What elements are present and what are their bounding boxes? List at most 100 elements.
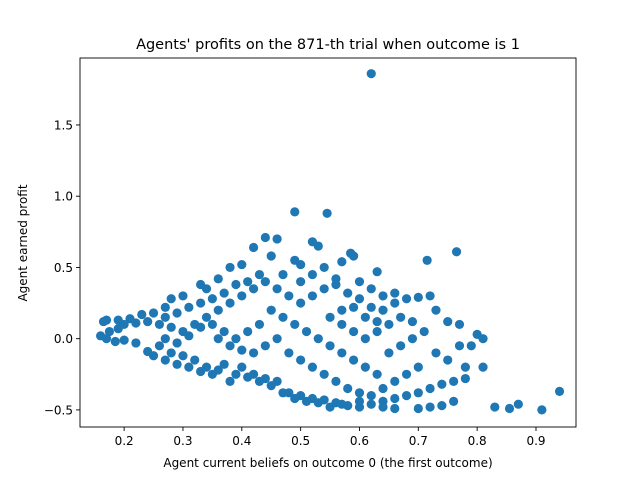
data-point — [166, 294, 176, 304]
data-point — [360, 362, 370, 372]
data-point — [296, 259, 306, 270]
data-point — [337, 319, 347, 330]
data-point — [248, 242, 259, 253]
y-axis-label: Agent earned profit — [16, 184, 30, 301]
data-point — [278, 312, 288, 322]
data-point — [366, 284, 376, 294]
data-point — [443, 355, 453, 365]
data-point — [272, 334, 282, 344]
data-point — [313, 334, 323, 344]
data-point — [201, 312, 212, 322]
points-layer — [95, 69, 565, 415]
data-point — [178, 351, 188, 361]
data-point — [254, 319, 265, 330]
data-point — [466, 341, 476, 351]
data-point — [319, 262, 329, 273]
data-point — [172, 359, 182, 369]
y-tick-label: 1.0 — [54, 190, 73, 204]
x-tick-label: 0.8 — [468, 434, 487, 448]
data-point — [348, 251, 359, 261]
data-point — [331, 376, 341, 387]
data-point — [231, 279, 241, 290]
data-point — [254, 269, 265, 280]
data-point — [319, 369, 329, 379]
data-point — [366, 391, 376, 401]
y-tick-label: 0.0 — [54, 332, 73, 346]
data-point — [419, 326, 429, 337]
data-point — [154, 341, 165, 351]
data-point — [378, 305, 388, 315]
data-point — [225, 376, 235, 387]
data-point — [478, 362, 488, 372]
data-point — [407, 316, 418, 327]
data-point — [196, 366, 206, 377]
data-point — [313, 398, 323, 408]
data-point — [119, 319, 129, 330]
chart-title: Agents' profits on the 871-th trial when… — [136, 37, 520, 53]
data-point — [401, 294, 412, 304]
data-point — [296, 277, 306, 287]
data-point — [372, 326, 382, 337]
data-point — [213, 305, 223, 315]
data-point — [401, 369, 412, 379]
data-point — [172, 338, 182, 348]
data-point — [219, 359, 229, 369]
data-point — [366, 302, 376, 312]
data-point — [184, 331, 194, 341]
data-point — [390, 288, 400, 298]
data-point — [160, 302, 170, 312]
data-point — [460, 362, 470, 372]
data-point — [372, 369, 382, 379]
data-point — [413, 403, 423, 414]
data-point — [137, 309, 147, 320]
data-point — [307, 291, 318, 301]
data-point — [378, 402, 388, 412]
y-tick-label: 0.5 — [54, 261, 73, 275]
data-point — [437, 379, 447, 389]
data-point — [260, 341, 270, 351]
data-point — [272, 234, 282, 244]
data-point — [110, 336, 120, 347]
data-point — [278, 388, 288, 398]
data-point — [451, 247, 462, 257]
data-point — [248, 284, 259, 294]
x-tick-label: 0.7 — [409, 434, 428, 448]
data-point — [213, 274, 223, 284]
data-point — [537, 405, 547, 415]
data-point — [401, 391, 412, 401]
data-point — [348, 355, 359, 365]
data-point — [319, 284, 329, 294]
data-point — [378, 291, 388, 301]
data-point — [272, 284, 282, 294]
data-point — [143, 316, 153, 327]
data-point — [337, 399, 347, 409]
y-tick-label: 1.5 — [54, 118, 73, 132]
data-point — [237, 259, 247, 270]
x-tick-label: 0.2 — [115, 434, 134, 448]
data-point — [219, 288, 229, 298]
data-point — [290, 393, 300, 404]
data-point — [513, 399, 523, 409]
data-point — [366, 399, 376, 409]
data-point — [284, 348, 294, 358]
data-point — [225, 262, 235, 273]
x-tick-label: 0.4 — [232, 434, 251, 448]
data-point — [313, 241, 323, 251]
data-point — [172, 308, 182, 318]
data-point — [248, 348, 259, 358]
data-point — [184, 362, 194, 372]
data-point — [184, 302, 194, 312]
data-point — [160, 312, 170, 322]
data-point — [348, 326, 359, 337]
data-point — [337, 257, 347, 267]
data-point — [301, 396, 312, 406]
data-point — [260, 277, 270, 287]
data-point — [266, 251, 276, 261]
data-point — [390, 403, 400, 414]
data-point — [290, 207, 300, 217]
data-point — [301, 326, 312, 337]
data-point — [243, 372, 253, 382]
data-point — [449, 396, 459, 406]
data-point — [422, 255, 432, 265]
